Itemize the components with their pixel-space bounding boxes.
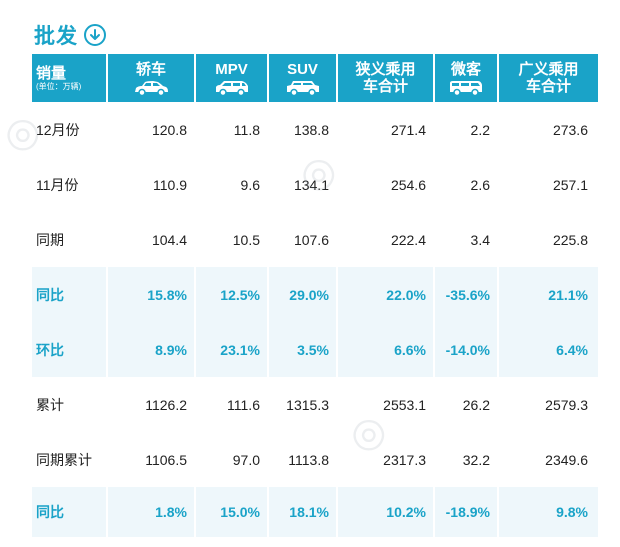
header-unit: (单位：万辆) bbox=[36, 81, 82, 91]
sedan-icon bbox=[135, 80, 168, 96]
table-cell: 15.8% bbox=[108, 267, 196, 322]
table-cell: -18.9% bbox=[435, 487, 499, 537]
table-cell: 97.0 bbox=[196, 432, 269, 487]
table-cell: 271.4 bbox=[338, 102, 435, 157]
table-row: 同期累计 1106.5 97.0 1113.8 2317.3 32.2 2349.6 bbox=[32, 432, 598, 487]
page-title: 批发 bbox=[34, 25, 78, 48]
table-cell: 225.8 bbox=[499, 212, 598, 267]
header-minivan-label: 微客 bbox=[450, 60, 481, 78]
table-row: 12月份 120.8 11.8 138.8 271.4 2.2 273.6 bbox=[32, 102, 598, 157]
header-mpv: MPV bbox=[196, 54, 269, 102]
table-row: 环比 8.9% 23.1% 3.5% 6.6% -14.0% 6.4% bbox=[32, 322, 598, 377]
table-cell: 111.6 bbox=[196, 377, 269, 432]
suv-icon bbox=[286, 80, 319, 96]
table-cell: 32.2 bbox=[435, 432, 499, 487]
table-cell: 257.1 bbox=[499, 157, 598, 212]
header-minivan: 微客 bbox=[435, 54, 499, 102]
table-cell: 15.0% bbox=[196, 487, 269, 537]
table-row: 同比 15.8% 12.5% 29.0% 22.0% -35.6% 21.1% bbox=[32, 267, 598, 322]
table-cell: 134.1 bbox=[269, 157, 338, 212]
table-cell: 2349.6 bbox=[499, 432, 598, 487]
sales-table: 销量 (单位：万辆) 轿车 MPV bbox=[32, 54, 598, 537]
table-cell: 11.8 bbox=[196, 102, 269, 157]
table-cell: 18.1% bbox=[269, 487, 338, 537]
table-cell: 1315.3 bbox=[269, 377, 338, 432]
table-cell: 222.4 bbox=[338, 212, 435, 267]
table-cell: -35.6% bbox=[435, 267, 499, 322]
row-label: 同比 bbox=[32, 267, 108, 322]
header-suv: SUV bbox=[269, 54, 338, 102]
header-sedan-label: 轿车 bbox=[135, 60, 166, 78]
table-cell: 1113.8 bbox=[269, 432, 338, 487]
table-cell: 21.1% bbox=[499, 267, 598, 322]
header-suv-label: SUV bbox=[287, 60, 318, 78]
table-cell: 3.5% bbox=[269, 322, 338, 377]
table-cell: 2579.3 bbox=[499, 377, 598, 432]
row-label: 12月份 bbox=[32, 102, 108, 157]
table-cell: 6.6% bbox=[338, 322, 435, 377]
header-sedan: 轿车 bbox=[108, 54, 196, 102]
table-cell: 104.4 bbox=[108, 212, 196, 267]
table-cell: 273.6 bbox=[499, 102, 598, 157]
table-cell: 254.6 bbox=[338, 157, 435, 212]
table-row: 同期 104.4 10.5 107.6 222.4 3.4 225.8 bbox=[32, 212, 598, 267]
table-cell: 107.6 bbox=[269, 212, 338, 267]
table-row: 累计 1126.2 111.6 1315.3 2553.1 26.2 2579.3 bbox=[32, 377, 598, 432]
row-label: 同期 bbox=[32, 212, 108, 267]
table-cell: 12.5% bbox=[196, 267, 269, 322]
table-cell: 9.6 bbox=[196, 157, 269, 212]
table-cell: 120.8 bbox=[108, 102, 196, 157]
table-cell: -14.0% bbox=[435, 322, 499, 377]
table-cell: 8.9% bbox=[108, 322, 196, 377]
arrow-down-circle-icon bbox=[84, 24, 106, 46]
table-cell: 110.9 bbox=[108, 157, 196, 212]
table-body: 12月份 120.8 11.8 138.8 271.4 2.2 273.6 11月份 110.9… bbox=[32, 102, 598, 537]
table-cell: 1106.5 bbox=[108, 432, 196, 487]
mpv-icon bbox=[215, 80, 248, 96]
header-broad-total: 广义乘用车合计 bbox=[499, 54, 598, 102]
header-narrow-total: 狭义乘用车合计 bbox=[338, 54, 435, 102]
table-cell: 2553.1 bbox=[338, 377, 435, 432]
table-cell: 22.0% bbox=[338, 267, 435, 322]
table-cell: 1126.2 bbox=[108, 377, 196, 432]
header-row: 销量 (单位：万辆) 轿车 MPV bbox=[32, 54, 598, 102]
table-row: 11月份 110.9 9.6 134.1 254.6 2.6 257.1 bbox=[32, 157, 598, 212]
header-narrow-total-label: 狭义乘用车合计 bbox=[355, 61, 416, 95]
table-row: 同比 1.8% 15.0% 18.1% 10.2% -18.9% 9.8% bbox=[32, 487, 598, 537]
table-cell: 2.2 bbox=[435, 102, 499, 157]
minivan-icon bbox=[450, 80, 482, 96]
table-cell: 2317.3 bbox=[338, 432, 435, 487]
table-cell: 138.8 bbox=[269, 102, 338, 157]
row-label: 同期累计 bbox=[32, 432, 108, 487]
row-label: 累计 bbox=[32, 377, 108, 432]
row-label: 环比 bbox=[32, 322, 108, 377]
row-label: 11月份 bbox=[32, 157, 108, 212]
row-label: 同比 bbox=[32, 487, 108, 537]
table-cell: 29.0% bbox=[269, 267, 338, 322]
table-cell: 9.8% bbox=[499, 487, 598, 537]
table-cell: 10.5 bbox=[196, 212, 269, 267]
table-cell: 3.4 bbox=[435, 212, 499, 267]
table-cell: 2.6 bbox=[435, 157, 499, 212]
table-cell: 23.1% bbox=[196, 322, 269, 377]
table-cell: 6.4% bbox=[499, 322, 598, 377]
table-cell: 10.2% bbox=[338, 487, 435, 537]
header-mpv-label: MPV bbox=[215, 60, 248, 78]
title-row: 批发 bbox=[34, 20, 106, 50]
table-cell: 1.8% bbox=[108, 487, 196, 537]
table-cell: 26.2 bbox=[435, 377, 499, 432]
header-label: 销量 bbox=[36, 64, 67, 82]
header-label-cell: 销量 (单位：万辆) bbox=[32, 54, 108, 102]
header-broad-total-label: 广义乘用车合计 bbox=[518, 61, 579, 95]
